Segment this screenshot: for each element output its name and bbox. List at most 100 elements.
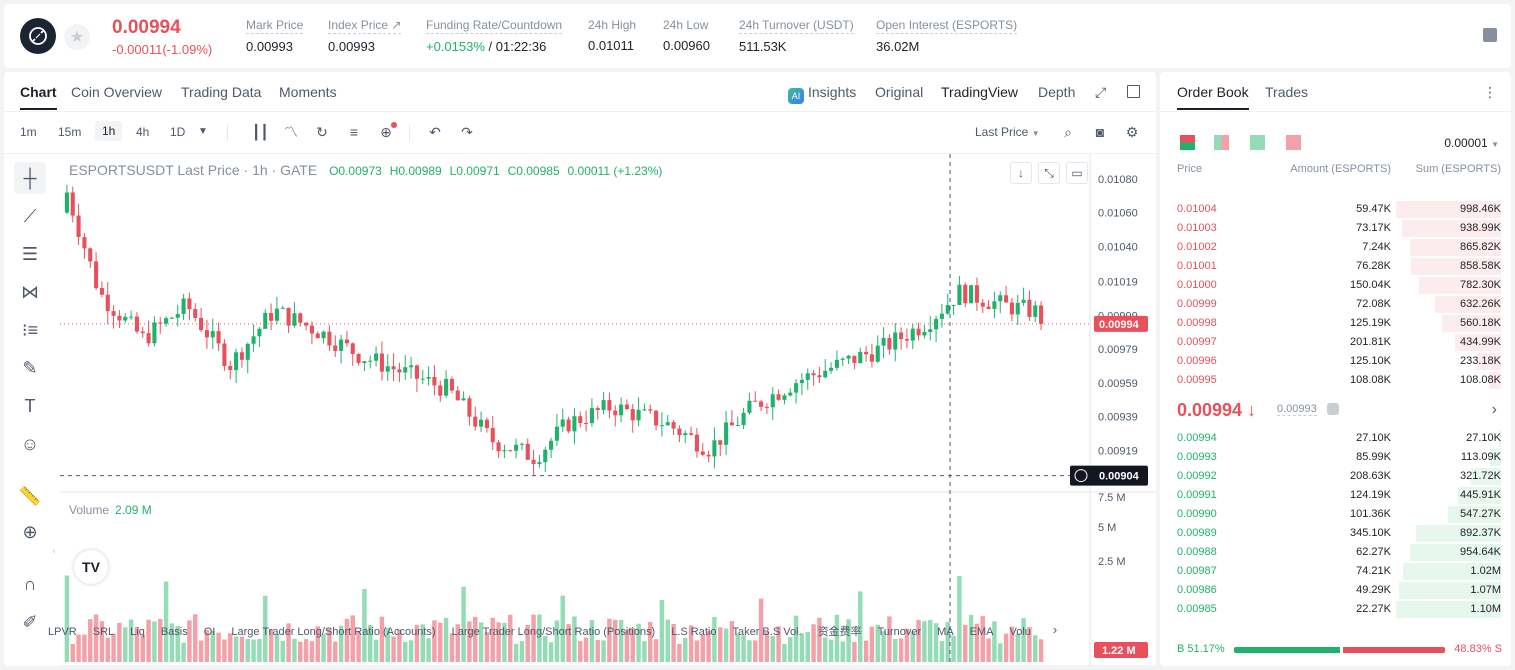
- indicator-item[interactable]: EMA: [969, 626, 994, 638]
- indicator-item[interactable]: OI: [203, 626, 216, 638]
- redo-icon[interactable]: ↷: [461, 124, 473, 140]
- tradingview-logo-icon[interactable]: TV: [74, 550, 108, 584]
- indicator-item[interactable]: 资金费率: [817, 626, 862, 638]
- indicators-icon[interactable]: 〽: [284, 124, 298, 140]
- stat-label[interactable]: Mark Price: [246, 18, 304, 34]
- tab-order-book[interactable]: Order Book: [1177, 84, 1249, 110]
- timeframe-4h[interactable]: 4h: [136, 125, 150, 139]
- indicator-item[interactable]: Large Trader Long/Short Ratio (Positions…: [451, 626, 656, 638]
- horizontal-lines-icon[interactable]: ☰: [21, 243, 39, 264]
- brush-icon[interactable]: ✎: [22, 357, 38, 378]
- ask-row[interactable]: 0.00997 201.81K 434.99K: [1160, 333, 1511, 352]
- timeframe-1d[interactable]: 1D: [170, 125, 186, 139]
- tab-moments[interactable]: Moments: [279, 84, 337, 100]
- chevron-right-icon[interactable]: ›: [1052, 622, 1058, 637]
- notes-icon[interactable]: [1483, 28, 1497, 42]
- window-icon[interactable]: [1127, 85, 1140, 98]
- more-vertical-icon[interactable]: ⋮: [1483, 84, 1497, 100]
- add-indicator-icon[interactable]: ⊕: [378, 122, 397, 140]
- book-both-icon[interactable]: [1180, 135, 1195, 150]
- indicator-item[interactable]: SRL: [92, 626, 115, 638]
- bid-row[interactable]: 0.00992 208.63K 321.72K: [1160, 467, 1511, 486]
- ask-row[interactable]: 0.00995 108.08K 108.08K: [1160, 371, 1511, 390]
- bid-row[interactable]: 0.00986 49.29K 1.07M: [1160, 581, 1511, 600]
- undo-icon[interactable]: ↶: [429, 124, 441, 140]
- ask-row[interactable]: 0.01004 59.47K 998.46K: [1160, 200, 1511, 219]
- collapse-icon[interactable]: ⤡: [1038, 162, 1060, 184]
- arrow-down-icon[interactable]: ↓: [1010, 162, 1032, 184]
- ask-row[interactable]: 0.00999 72.08K 632.26K: [1160, 295, 1511, 314]
- precision-select[interactable]: 0.00001 ▼: [1444, 136, 1499, 150]
- ask-row[interactable]: 0.01002 7.24K 865.82K: [1160, 238, 1511, 257]
- expand-icon[interactable]: ⤢: [1095, 84, 1107, 100]
- chevron-right-icon[interactable]: ›: [1491, 401, 1497, 418]
- ask-row[interactable]: 0.00996 125.10K 233.18K: [1160, 352, 1511, 371]
- ruler-icon[interactable]: 📏: [18, 485, 42, 506]
- ask-row[interactable]: 0.00998 125.19K 560.18K: [1160, 314, 1511, 333]
- candle-body: [1004, 295, 1009, 303]
- trendline-icon[interactable]: ⟋: [23, 205, 37, 226]
- bid-row[interactable]: 0.00989 345.10K 892.37K: [1160, 524, 1511, 543]
- indicator-item[interactable]: MA: [937, 626, 954, 638]
- templates-icon[interactable]: ≡: [349, 124, 359, 140]
- emoji-icon[interactable]: ☺: [20, 433, 40, 454]
- indicator-item[interactable]: Volu: [1009, 626, 1031, 638]
- pattern-icon[interactable]: ⋈: [21, 281, 39, 302]
- price-type-select[interactable]: Last Price ▼: [975, 125, 1040, 139]
- stat-label[interactable]: Open Interest (ESPORTS): [876, 18, 1018, 34]
- stat-label[interactable]: Index Price ↗: [328, 18, 402, 34]
- ask-row[interactable]: 0.01003 73.17K 938.99K: [1160, 219, 1511, 238]
- search-icon[interactable]: ⌕: [1064, 124, 1072, 140]
- crosshair-icon[interactable]: ┼: [14, 162, 46, 194]
- indicator-item[interactable]: Liq: [130, 626, 145, 638]
- bid-row[interactable]: 0.00985 22.27K 1.10M: [1160, 600, 1511, 619]
- book-bids-icon[interactable]: [1250, 135, 1265, 150]
- fib-icon[interactable]: ⁝≡: [21, 319, 39, 340]
- bid-row[interactable]: 0.00990 101.36K 547.27K: [1160, 505, 1511, 524]
- maximize-pane-icon[interactable]: ▭: [1066, 162, 1088, 184]
- book-split-icon[interactable]: [1214, 135, 1229, 150]
- indicator-item[interactable]: Taker B.S Vol.: [732, 626, 802, 638]
- compare-icon[interactable]: ↻: [316, 124, 328, 140]
- timeframe-15m[interactable]: 15m: [58, 125, 82, 139]
- volume-bar: [443, 617, 449, 662]
- bid-row[interactable]: 0.00991 124.19K 445.91K: [1160, 486, 1511, 505]
- stat-label[interactable]: Funding Rate/Countdown: [426, 18, 563, 34]
- tab-trades[interactable]: Trades: [1265, 84, 1309, 100]
- zoom-in-icon[interactable]: ⊕: [22, 521, 38, 542]
- volume-bar: [893, 638, 898, 662]
- magnet-icon[interactable]: ∩: [23, 573, 37, 594]
- view-insights[interactable]: AI Insights: [788, 84, 856, 104]
- tab-trading-data[interactable]: Trading Data: [181, 84, 262, 100]
- view-tradingview[interactable]: TradingView: [941, 84, 1019, 100]
- lock-draw-icon[interactable]: ✐: [22, 611, 38, 632]
- view-depth[interactable]: Depth: [1038, 84, 1076, 100]
- favorite-star-icon[interactable]: ★: [64, 24, 90, 50]
- bid-row[interactable]: 0.00994 27.10K 27.10K: [1160, 429, 1511, 448]
- text-tool-icon[interactable]: T: [24, 395, 36, 416]
- timeframe-1m[interactable]: 1m: [20, 125, 37, 139]
- indicator-item[interactable]: L.S Ratio: [671, 626, 717, 638]
- gear-icon[interactable]: ⚙: [1125, 124, 1139, 140]
- candlestick-chart[interactable]: 0.010800.010600.010400.010190.009990.009…: [4, 154, 1156, 666]
- indicator-item[interactable]: Basis: [160, 626, 188, 638]
- candle-type-icon[interactable]: ┃┃: [252, 124, 269, 140]
- bid-row[interactable]: 0.00988 62.27K 954.64K: [1160, 543, 1511, 562]
- timeframe-dropdown-icon[interactable]: ▼: [198, 126, 208, 137]
- book-asks-icon[interactable]: [1286, 135, 1301, 150]
- tab-coin-overview[interactable]: Coin Overview: [71, 84, 163, 100]
- bid-row[interactable]: 0.00993 85.99K 113.09K: [1160, 448, 1511, 467]
- indicator-item[interactable]: LPVR: [48, 626, 77, 638]
- indicator-item[interactable]: Large Trader Long/Short Ratio (Accounts): [231, 626, 436, 638]
- ask-row[interactable]: 0.01000 150.04K 782.30K: [1160, 276, 1511, 295]
- timeframe-1h[interactable]: 1h: [95, 121, 123, 141]
- indicator-item[interactable]: Turnover: [877, 626, 922, 638]
- view-original[interactable]: Original: [875, 84, 924, 100]
- tab-chart[interactable]: Chart: [20, 84, 57, 110]
- collapse-left-icon[interactable]: ‹: [52, 546, 56, 557]
- camera-icon[interactable]: ◙: [1095, 124, 1105, 140]
- bid-row[interactable]: 0.00987 74.21K 1.02M: [1160, 562, 1511, 581]
- stat-label[interactable]: 24h Turnover (USDT): [739, 18, 854, 34]
- candle-body: [344, 339, 349, 344]
- ask-row[interactable]: 0.01001 76.28K 858.58K: [1160, 257, 1511, 276]
